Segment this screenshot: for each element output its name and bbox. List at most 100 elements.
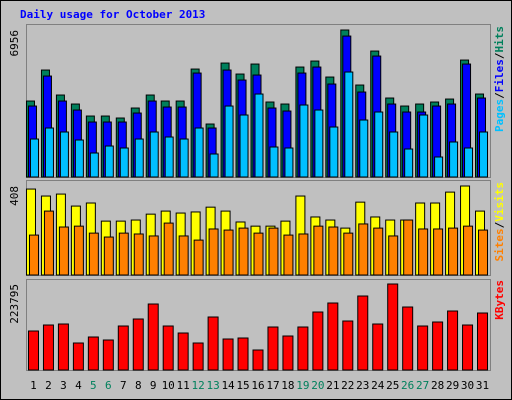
bar [179, 138, 189, 178]
x-tick-label: 12 [192, 379, 205, 392]
x-tick-label: 9 [150, 379, 157, 392]
bar [42, 324, 54, 371]
x-tick-label: 27 [416, 379, 429, 392]
x-tick-label: 6 [105, 379, 112, 392]
bar [327, 302, 339, 371]
bar [298, 233, 309, 276]
bar [132, 318, 144, 371]
x-tick-label: 11 [177, 379, 190, 392]
bar [344, 71, 354, 178]
legend-entry: KBytes [493, 280, 506, 320]
bar [73, 225, 84, 276]
bar [268, 227, 279, 276]
bar [254, 93, 264, 178]
bar [238, 227, 249, 276]
bar [57, 323, 69, 371]
bar [464, 147, 474, 178]
bar [74, 139, 84, 178]
bar [282, 335, 294, 371]
bar [193, 239, 204, 276]
bar [209, 153, 219, 178]
bar [297, 326, 309, 371]
x-tick-label: 30 [461, 379, 474, 392]
bar [117, 325, 129, 371]
bar [479, 131, 489, 178]
bar [103, 236, 114, 276]
legend: KBytes [493, 280, 506, 320]
bar [208, 228, 219, 276]
bar [374, 111, 384, 178]
bar [59, 131, 69, 178]
x-tick-label: 3 [60, 379, 67, 392]
bar [119, 147, 129, 178]
bar [222, 338, 234, 371]
x-tick-label: 8 [135, 379, 142, 392]
legend-separator: / [493, 92, 506, 99]
bar [433, 228, 444, 276]
bar [299, 104, 309, 178]
x-tick-label: 18 [281, 379, 294, 392]
bar [162, 325, 174, 371]
x-tick-label: 25 [386, 379, 399, 392]
bar [28, 234, 39, 276]
bar [284, 147, 294, 178]
bar [118, 232, 129, 276]
chart-title: Daily usage for October 2013 [20, 8, 205, 21]
bar [194, 127, 204, 178]
bar [387, 283, 399, 371]
bar [133, 233, 144, 276]
x-tick-label: 20 [311, 379, 324, 392]
bar [478, 229, 489, 276]
bar [239, 114, 249, 178]
x-tick-label: 7 [120, 379, 127, 392]
bar [207, 316, 219, 371]
x-tick-label: 19 [296, 379, 309, 392]
bar [402, 306, 414, 371]
bar [314, 109, 324, 178]
bar [44, 127, 54, 178]
bar [418, 228, 429, 276]
x-tick-label: 13 [206, 379, 219, 392]
bar [432, 321, 444, 371]
bar [104, 145, 114, 178]
bar [404, 148, 414, 178]
bar [72, 342, 84, 371]
bar [178, 235, 189, 276]
legend-entry: Files [493, 59, 506, 92]
bar [253, 232, 264, 276]
bar [27, 330, 39, 371]
x-tick-label: 10 [162, 379, 175, 392]
legend: Sites/Visits [493, 182, 506, 262]
legend-separator: / [493, 221, 506, 228]
bar [419, 114, 429, 178]
x-tick-label: 29 [446, 379, 459, 392]
bar [373, 227, 384, 276]
bar [343, 232, 354, 276]
bar [283, 234, 294, 276]
legend-entry: Visits [493, 182, 506, 222]
x-tick-label: 26 [401, 379, 414, 392]
bar [88, 232, 99, 276]
bar [148, 235, 159, 276]
legend: Pages/Files/Hits [493, 26, 506, 132]
x-tick-label: 31 [476, 379, 489, 392]
bar [58, 226, 69, 276]
x-tick-label: 15 [236, 379, 249, 392]
bar [224, 105, 234, 178]
x-tick-label: 23 [356, 379, 369, 392]
x-tick-label: 21 [326, 379, 339, 392]
y-tick-label: 223795 [8, 284, 21, 324]
x-tick-label: 14 [221, 379, 235, 392]
x-tick-label: 4 [75, 379, 82, 392]
bar [448, 227, 459, 276]
y-tick-label: 6956 [8, 30, 21, 57]
bar [43, 210, 54, 276]
x-tick-label: 22 [341, 379, 354, 392]
bar [102, 339, 114, 371]
bar [223, 229, 234, 276]
bar [434, 156, 444, 178]
bar [463, 225, 474, 276]
bar [328, 226, 339, 276]
bar [89, 152, 99, 178]
